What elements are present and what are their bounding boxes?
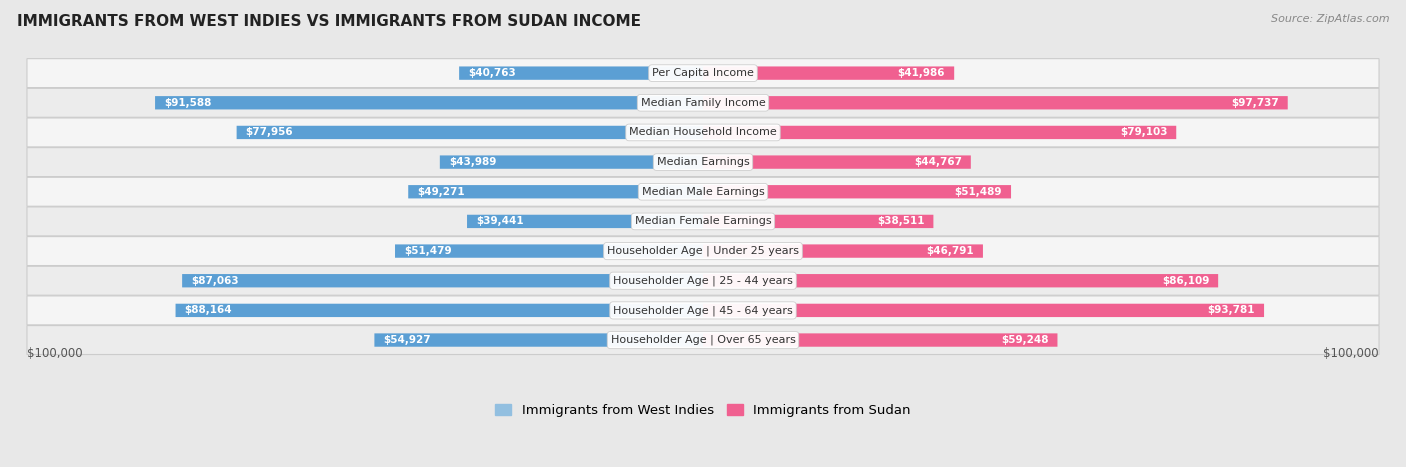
Text: IMMIGRANTS FROM WEST INDIES VS IMMIGRANTS FROM SUDAN INCOME: IMMIGRANTS FROM WEST INDIES VS IMMIGRANT…	[17, 14, 641, 29]
FancyBboxPatch shape	[155, 96, 703, 109]
FancyBboxPatch shape	[395, 244, 703, 258]
Text: $51,479: $51,479	[404, 246, 451, 256]
Text: $100,000: $100,000	[1323, 347, 1379, 360]
FancyBboxPatch shape	[27, 266, 1379, 295]
Text: $49,271: $49,271	[418, 187, 465, 197]
Text: $44,767: $44,767	[914, 157, 962, 167]
Text: Source: ZipAtlas.com: Source: ZipAtlas.com	[1271, 14, 1389, 24]
Text: $40,763: $40,763	[468, 68, 516, 78]
FancyBboxPatch shape	[176, 304, 703, 317]
Text: Householder Age | Under 25 years: Householder Age | Under 25 years	[607, 246, 799, 256]
Text: Median Earnings: Median Earnings	[657, 157, 749, 167]
FancyBboxPatch shape	[236, 126, 703, 139]
FancyBboxPatch shape	[440, 156, 703, 169]
Text: $51,489: $51,489	[955, 187, 1002, 197]
FancyBboxPatch shape	[27, 296, 1379, 325]
Legend: Immigrants from West Indies, Immigrants from Sudan: Immigrants from West Indies, Immigrants …	[489, 398, 917, 422]
FancyBboxPatch shape	[27, 207, 1379, 236]
FancyBboxPatch shape	[27, 59, 1379, 88]
Text: $97,737: $97,737	[1232, 98, 1278, 108]
Text: $88,164: $88,164	[184, 305, 232, 315]
Text: $59,248: $59,248	[1001, 335, 1049, 345]
FancyBboxPatch shape	[27, 88, 1379, 117]
FancyBboxPatch shape	[183, 274, 703, 287]
FancyBboxPatch shape	[703, 156, 970, 169]
Text: $100,000: $100,000	[27, 347, 83, 360]
FancyBboxPatch shape	[374, 333, 703, 347]
Text: Median Household Income: Median Household Income	[628, 127, 778, 137]
Text: Median Male Earnings: Median Male Earnings	[641, 187, 765, 197]
FancyBboxPatch shape	[703, 244, 983, 258]
FancyBboxPatch shape	[703, 126, 1177, 139]
Text: Householder Age | Over 65 years: Householder Age | Over 65 years	[610, 335, 796, 345]
FancyBboxPatch shape	[467, 215, 703, 228]
Text: Median Family Income: Median Family Income	[641, 98, 765, 108]
Text: Per Capita Income: Per Capita Income	[652, 68, 754, 78]
FancyBboxPatch shape	[703, 96, 1288, 109]
Text: $77,956: $77,956	[246, 127, 294, 137]
Text: $39,441: $39,441	[477, 216, 523, 226]
Text: $43,989: $43,989	[449, 157, 496, 167]
FancyBboxPatch shape	[460, 66, 703, 80]
Text: $93,781: $93,781	[1208, 305, 1256, 315]
Text: $79,103: $79,103	[1119, 127, 1167, 137]
Text: $87,063: $87,063	[191, 276, 239, 286]
FancyBboxPatch shape	[703, 274, 1218, 287]
FancyBboxPatch shape	[408, 185, 703, 198]
FancyBboxPatch shape	[703, 333, 1057, 347]
FancyBboxPatch shape	[27, 325, 1379, 354]
FancyBboxPatch shape	[27, 118, 1379, 147]
FancyBboxPatch shape	[27, 237, 1379, 266]
FancyBboxPatch shape	[703, 304, 1264, 317]
Text: Householder Age | 45 - 64 years: Householder Age | 45 - 64 years	[613, 305, 793, 316]
Text: $54,927: $54,927	[384, 335, 432, 345]
FancyBboxPatch shape	[703, 215, 934, 228]
Text: $91,588: $91,588	[165, 98, 211, 108]
Text: $41,986: $41,986	[897, 68, 945, 78]
FancyBboxPatch shape	[27, 177, 1379, 206]
FancyBboxPatch shape	[27, 148, 1379, 177]
Text: $46,791: $46,791	[927, 246, 974, 256]
Text: Median Female Earnings: Median Female Earnings	[634, 216, 772, 226]
Text: $38,511: $38,511	[877, 216, 924, 226]
Text: Householder Age | 25 - 44 years: Householder Age | 25 - 44 years	[613, 276, 793, 286]
FancyBboxPatch shape	[703, 185, 1011, 198]
FancyBboxPatch shape	[703, 66, 955, 80]
Text: $86,109: $86,109	[1161, 276, 1209, 286]
